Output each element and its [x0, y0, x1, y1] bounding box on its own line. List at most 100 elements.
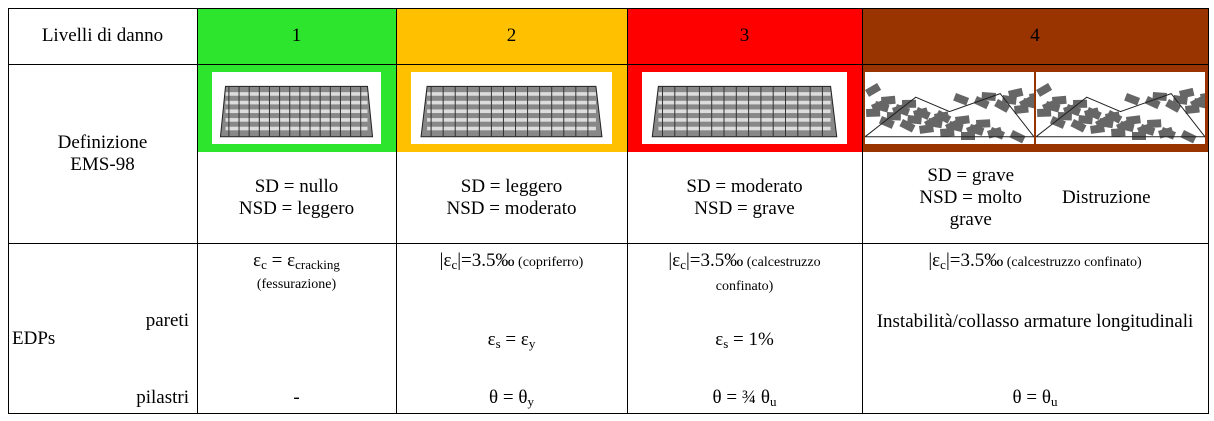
formula-line: |εc|=3.5‰ (copriferro)	[396, 250, 627, 274]
formula-text: |ε	[928, 250, 941, 271]
definition-cell: SD = leggero NSD = moderato	[396, 152, 627, 243]
definition-line: NSD = leggero	[238, 197, 355, 219]
definition-line: SD = moderato	[686, 175, 803, 197]
level-number: 3	[739, 25, 750, 46]
formula-text: = 1%	[728, 329, 774, 350]
small-text: (calcestruzzo confinato)	[1003, 255, 1142, 270]
formula-text: |ε	[668, 250, 681, 271]
walls-cell: εc = εcracking (fessurazione)	[197, 250, 396, 296]
definition-label-line: Definizione	[57, 131, 148, 153]
level-image-cell	[862, 64, 1208, 152]
border-line	[8, 8, 9, 413]
border-line	[1208, 8, 1209, 413]
definition-line: SD = leggero	[460, 175, 563, 197]
formula-text: θ = ¾ θ	[712, 387, 770, 408]
formula-text: |=3.5‰	[457, 250, 515, 271]
definition-cell: SD = nullo NSD = leggero	[197, 152, 396, 243]
formula-text: ε	[715, 329, 724, 350]
level-image-cell	[396, 64, 627, 152]
formula-line: |εc|=3.5‰ (calcestruzzo confinato)	[862, 250, 1208, 274]
formula-line: εs = εy	[406, 328, 617, 352]
border-line	[197, 8, 198, 413]
columns-cell: θ = ¾ θu	[627, 387, 862, 409]
walls-cell: |εc|=3.5‰ (copriferro)	[396, 250, 627, 274]
border-line	[8, 8, 1208, 9]
definition-line: SD = grave	[927, 164, 1015, 186]
formula-line: θ = θu	[862, 387, 1208, 409]
formula-text: |=3.5‰	[945, 250, 1004, 271]
formula-line: confinato)	[627, 274, 862, 298]
subscript: y	[527, 394, 534, 409]
subscript: c	[451, 257, 458, 272]
edps-label: EDPs	[12, 328, 56, 349]
definition-line: grave	[949, 208, 992, 230]
formula-line: Instabilità/collasso armature longitudin…	[872, 310, 1198, 334]
border-line	[8, 243, 1208, 244]
level-image-cell	[197, 64, 396, 152]
level-header: 4	[862, 8, 1208, 64]
small-text: (copriferro)	[514, 255, 584, 270]
small-text: (calcestruzzo	[743, 255, 821, 270]
level-number: 1	[291, 25, 302, 46]
definition-line: NSD = grave	[694, 197, 795, 219]
definition-cell: SD = moderato NSD = grave	[627, 152, 862, 243]
small-text: confinato)	[715, 279, 774, 294]
building-image	[212, 72, 381, 144]
formula-line: (fessurazione)	[197, 272, 396, 296]
border-line	[396, 8, 397, 413]
walls-cell: |εc|=3.5‰ (calcestruzzo confinato)	[627, 250, 862, 298]
formula-line: θ = ¾ θu	[627, 387, 862, 409]
walls-label: pareti	[145, 310, 189, 331]
border-line	[8, 64, 1208, 65]
formula-text: |ε	[439, 250, 452, 271]
formula-text: Instabilità/collasso armature longitudin…	[876, 311, 1194, 332]
level-number: 2	[506, 25, 517, 46]
formula-text: |=3.5‰	[685, 250, 744, 271]
subscript: cracking	[295, 257, 340, 272]
columns-cell: θ = θy	[396, 387, 627, 409]
border-line	[627, 8, 628, 413]
steel-cell: εs = εy	[406, 328, 617, 352]
walls-cell: |εc|=3.5‰ (calcestruzzo confinato)	[862, 250, 1208, 274]
formula-line: θ = θy	[396, 387, 627, 409]
building-image	[411, 72, 612, 144]
steel-cell: εs = 1%	[637, 328, 852, 352]
definition-text: SD = moderato NSD = grave	[686, 176, 802, 220]
columns-label: pilastri	[136, 387, 189, 408]
building-image	[642, 72, 847, 144]
formula-text: ε	[253, 250, 262, 271]
formula-text: θ = θ	[1012, 387, 1051, 408]
building-image	[1036, 72, 1205, 144]
steel-cell: Instabilità/collasso armature longitudin…	[872, 310, 1198, 334]
definition-text: SD = grave NSD = molto grave	[919, 165, 1022, 231]
formula-line: εc = εcracking	[197, 250, 396, 272]
subscript: c	[940, 257, 946, 272]
formula-text: = ε	[266, 250, 296, 271]
formula-line: εs = 1%	[637, 328, 852, 352]
columns-cell: -	[197, 387, 396, 409]
subscript: u	[769, 394, 777, 409]
definition-text: SD = nullo NSD = leggero	[239, 176, 354, 220]
columns-cell: θ = θu	[862, 387, 1208, 409]
level-number: 4	[1030, 25, 1040, 46]
formula-text: -	[293, 387, 300, 408]
border-line	[8, 413, 1209, 414]
border-line	[862, 8, 863, 413]
definition-line: NSD = molto	[919, 186, 1022, 208]
header-label-text: Livelli di danno	[41, 25, 164, 46]
subscript: c	[261, 257, 267, 272]
definition-line: NSD = moderato	[446, 197, 577, 219]
formula-text: θ = θ	[489, 387, 528, 408]
header-label: Livelli di danno	[8, 8, 197, 64]
subscript: y	[528, 336, 536, 351]
definition-extra: Distruzione	[1061, 186, 1151, 208]
level-header: 3	[627, 8, 862, 64]
definition-cell: SD = grave NSD = molto grave Distruzione	[862, 152, 1208, 243]
definition-line: SD = nullo	[254, 175, 339, 197]
subscript: s	[723, 336, 729, 351]
small-text: (fessurazione)	[256, 277, 337, 292]
subscript: s	[495, 336, 501, 351]
formula-line: |εc|=3.5‰ (calcestruzzo	[627, 250, 862, 274]
formula-text: = ε	[500, 329, 529, 350]
